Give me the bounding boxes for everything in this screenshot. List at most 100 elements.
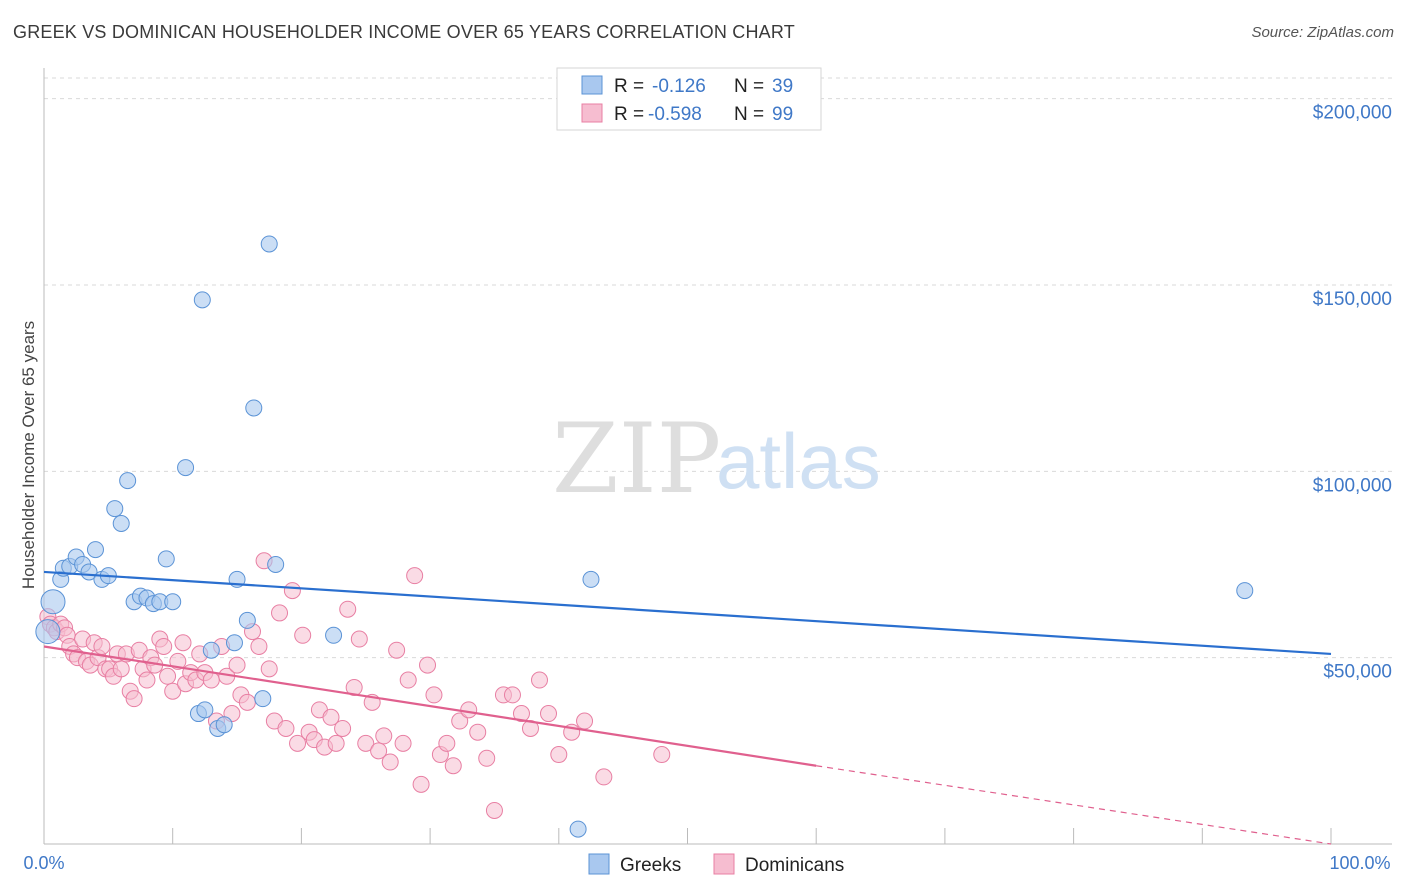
legend-swatch-greeks bbox=[581, 75, 603, 95]
dominicans-point bbox=[238, 693, 256, 711]
greeks-point bbox=[112, 514, 130, 532]
legend-r-label-dominicans: R = bbox=[614, 104, 644, 125]
greeks-point bbox=[1236, 582, 1254, 600]
dominicans-point bbox=[277, 719, 295, 737]
dominicans-point bbox=[419, 656, 437, 674]
grid-lines bbox=[44, 77, 1392, 659]
greeks-point bbox=[164, 593, 182, 611]
greeks-point bbox=[325, 626, 343, 644]
legend-r-value-dominicans: -0.598 bbox=[648, 104, 702, 125]
dominicans-point bbox=[202, 671, 220, 689]
dominicans-point bbox=[283, 582, 301, 600]
trend-lines bbox=[43, 570, 1332, 845]
dominicans-point bbox=[260, 660, 278, 678]
legend-box: R = -0.126 N = 39 R = -0.598 N = 99 bbox=[556, 67, 822, 131]
dominicans-point bbox=[406, 567, 424, 585]
y-tick-label: $150,000 bbox=[1313, 289, 1392, 310]
dominicans-point bbox=[125, 690, 143, 708]
x-tick-label-max: 100.0% bbox=[1329, 853, 1390, 873]
dominicans-point bbox=[375, 727, 393, 745]
dominicans-point bbox=[503, 686, 521, 704]
dominicans-point bbox=[155, 637, 173, 655]
legend-n-value-dominicans: 99 bbox=[772, 104, 793, 125]
greeks-point bbox=[569, 820, 587, 838]
dominicans-point bbox=[444, 757, 462, 775]
dominicans-point bbox=[159, 667, 177, 685]
y-tick-label: $200,000 bbox=[1313, 103, 1392, 124]
greeks-point bbox=[40, 589, 66, 615]
dominicans-point bbox=[112, 660, 130, 678]
y-tick-label: $100,000 bbox=[1313, 475, 1392, 496]
greeks-point bbox=[119, 472, 137, 490]
dominicans-point bbox=[370, 742, 388, 760]
greeks-point bbox=[157, 550, 175, 568]
greeks-point bbox=[254, 690, 272, 708]
dominicans-point bbox=[530, 671, 548, 689]
y-tick-label: $50,000 bbox=[1323, 662, 1392, 683]
greeks-point bbox=[260, 235, 278, 253]
legend-n-label-greeks: N = bbox=[734, 76, 764, 97]
dominicans-point bbox=[595, 768, 613, 786]
dominicans-point bbox=[228, 656, 246, 674]
greeks-point bbox=[35, 619, 61, 645]
x-tick-label-min: 0.0% bbox=[23, 853, 64, 873]
dominicans-point bbox=[174, 634, 192, 652]
greeks-point bbox=[86, 541, 104, 559]
greeks-point bbox=[267, 555, 285, 573]
dominicans-point bbox=[357, 734, 375, 752]
dominicans-trend-extension bbox=[816, 765, 1332, 845]
bottom-legend: Greeks Dominicans bbox=[588, 853, 844, 876]
dominicans-point bbox=[289, 734, 307, 752]
legend-r-label-greeks: R = bbox=[614, 76, 644, 97]
axes bbox=[43, 68, 1392, 845]
dominicans-point bbox=[394, 734, 412, 752]
dominicans-point bbox=[138, 671, 156, 689]
dominicans-point bbox=[381, 753, 399, 771]
dominicans-point bbox=[350, 630, 368, 648]
greeks-point bbox=[177, 459, 195, 477]
dominicans-point bbox=[512, 705, 530, 723]
dominicans-point bbox=[327, 734, 345, 752]
y-axis-label: Householder Income Over 65 years bbox=[19, 321, 38, 589]
dominicans-point bbox=[451, 712, 469, 730]
greeks-point bbox=[215, 716, 233, 734]
dominicans-point bbox=[93, 637, 111, 655]
greeks-point bbox=[582, 570, 600, 588]
dominicans-point bbox=[576, 712, 594, 730]
dominicans-point bbox=[271, 604, 289, 622]
watermark: ZIP atlas bbox=[552, 403, 881, 515]
dominicans-trend-line bbox=[43, 645, 817, 767]
greeks-point bbox=[225, 634, 243, 652]
greeks-point bbox=[106, 500, 124, 518]
dominicans-point bbox=[425, 686, 443, 704]
bottom-legend-dominicans: Dominicans bbox=[745, 855, 844, 876]
bottom-legend-swatch-dominicans bbox=[713, 853, 735, 875]
y-tick-labels: $50,000 $100,000 $150,000 $200,000 bbox=[1313, 103, 1392, 683]
dominicans-point bbox=[550, 746, 568, 764]
greeks-trend-line bbox=[43, 570, 1332, 656]
dominicans-point bbox=[399, 671, 417, 689]
bottom-legend-swatch-greeks bbox=[588, 853, 610, 875]
dominicans-point bbox=[460, 701, 478, 719]
watermark-atlas: atlas bbox=[716, 417, 881, 505]
greeks-points bbox=[35, 235, 1254, 838]
dominicans-point bbox=[412, 775, 430, 793]
dominicans-point bbox=[485, 801, 503, 819]
dominicans-point bbox=[339, 600, 357, 618]
dominicans-point bbox=[478, 749, 496, 767]
dominicans-point bbox=[540, 705, 558, 723]
greeks-point bbox=[196, 701, 214, 719]
greeks-point bbox=[245, 399, 263, 417]
legend-n-label-dominicans: N = bbox=[734, 104, 764, 125]
dominicans-point bbox=[250, 637, 268, 655]
legend-n-value-greeks: 39 bbox=[772, 76, 793, 97]
source-label: Source: ZipAtlas.com bbox=[1251, 24, 1394, 41]
greeks-point bbox=[238, 611, 256, 629]
chart-title: GREEK VS DOMINICAN HOUSEHOLDER INCOME OV… bbox=[13, 22, 795, 42]
dominicans-point bbox=[521, 719, 539, 737]
dominicans-point bbox=[438, 734, 456, 752]
dominicans-point bbox=[334, 719, 352, 737]
dominicans-point bbox=[469, 723, 487, 741]
dominicans-point bbox=[294, 626, 312, 644]
